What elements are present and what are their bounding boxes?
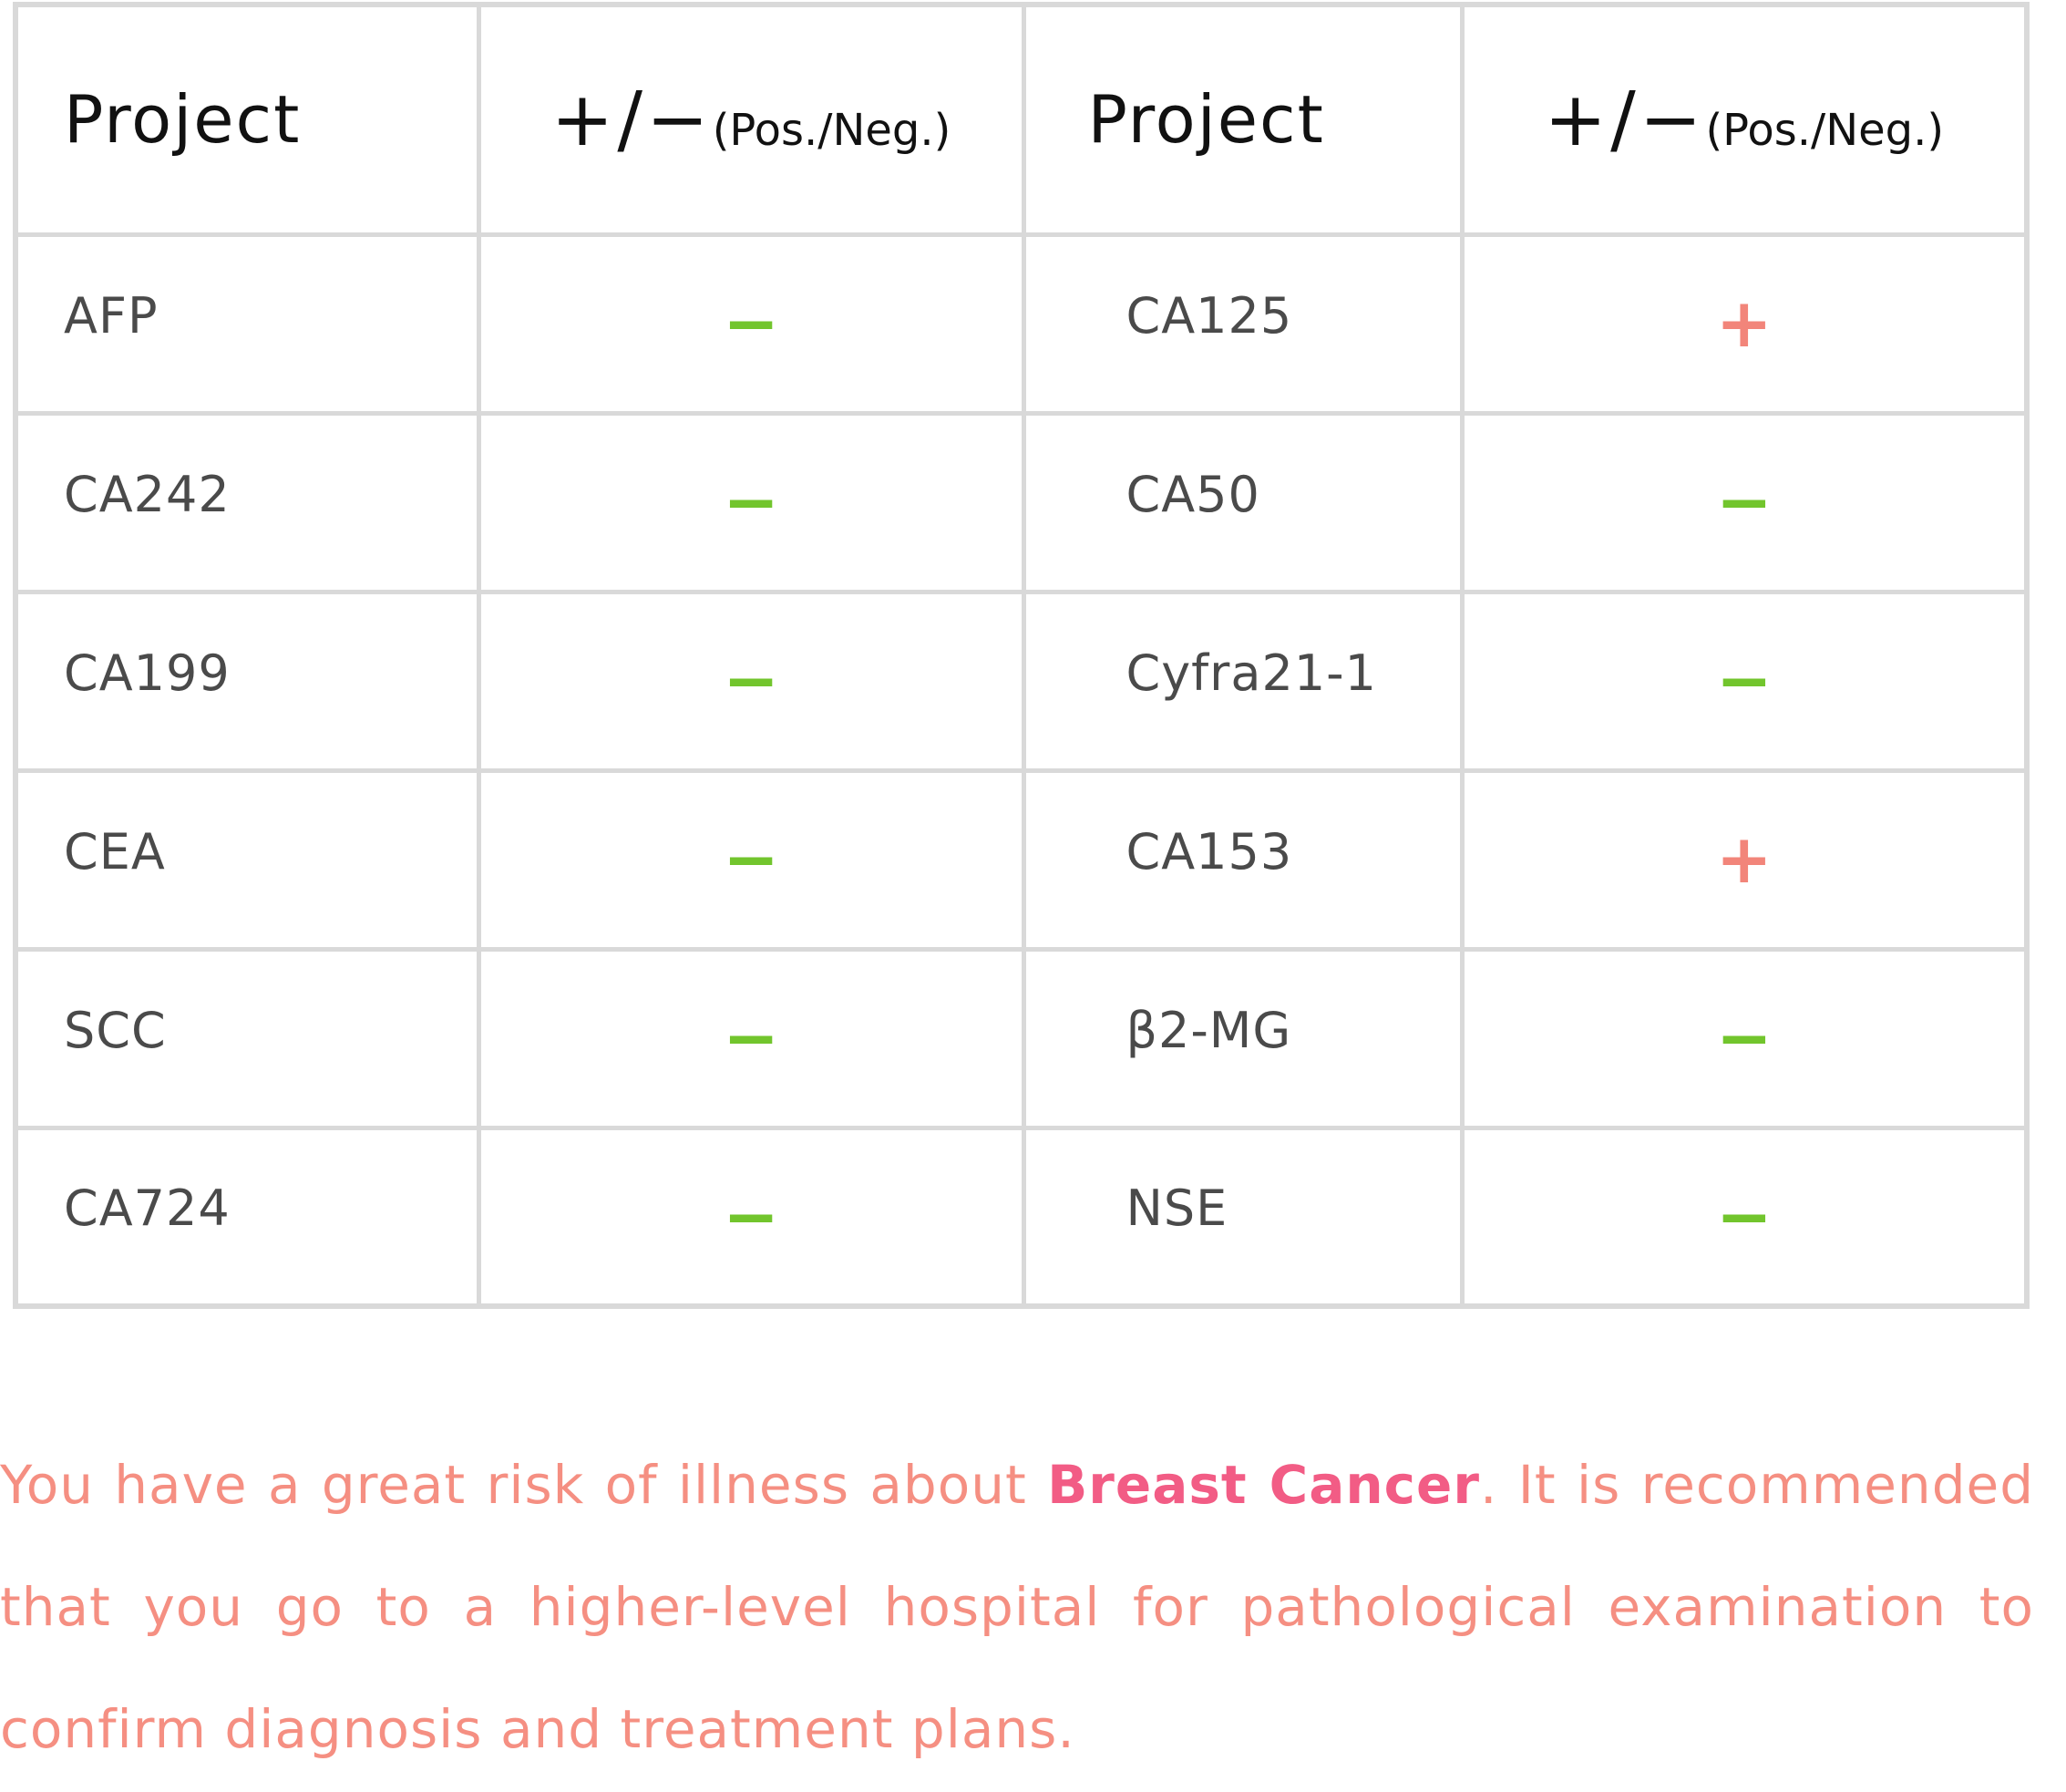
positive-mark: + xyxy=(1715,284,1773,363)
negative-mark: − xyxy=(722,284,779,363)
result-header-left-note: (Pos./Neg.) xyxy=(712,104,951,156)
result-cell-left: − xyxy=(476,232,1026,416)
table-header-row: Project +/−(Pos./Neg.) Project +/−(Pos./… xyxy=(13,2,2030,237)
marker-name-right: CA125 xyxy=(1021,232,1465,416)
table-row: SCC − β2-MG − xyxy=(13,946,2030,1130)
result-cell-left: − xyxy=(476,946,1026,1130)
result-header-right-symbols: +/− xyxy=(1544,76,1706,163)
recommendation-before: You have a great risk of illness about xyxy=(0,1454,1048,1516)
negative-mark: − xyxy=(1715,642,1773,720)
result-header-left: +/−(Pos./Neg.) xyxy=(476,2,1026,237)
marker-name-right: CA153 xyxy=(1021,767,1465,952)
negative-mark: − xyxy=(1715,999,1773,1077)
result-cell-right: − xyxy=(1459,589,2030,773)
marker-name-left: CA199 xyxy=(13,589,481,773)
negative-mark: − xyxy=(722,463,779,541)
marker-name-left: SCC xyxy=(13,946,481,1130)
negative-mark: − xyxy=(722,999,779,1077)
result-cell-left: − xyxy=(476,410,1026,594)
result-cell-right: + xyxy=(1459,232,2030,416)
marker-name-left: CA724 xyxy=(13,1125,481,1309)
result-header-right-note: (Pos./Neg.) xyxy=(1705,104,1945,156)
result-cell-right: − xyxy=(1459,1125,2030,1309)
recommendation-after: . It is recommended that you go to a hig… xyxy=(0,1454,2035,1760)
marker-name-right: β2-MG xyxy=(1021,946,1465,1130)
diagnosis-highlight: Breast Cancer xyxy=(1047,1454,1481,1516)
result-cell-left: − xyxy=(476,1125,1026,1309)
marker-name-right: CA50 xyxy=(1021,410,1465,594)
project-header-left: Project xyxy=(13,2,481,237)
result-header-right: +/−(Pos./Neg.) xyxy=(1459,2,2030,237)
negative-mark: − xyxy=(722,642,779,720)
result-header-left-symbols: +/− xyxy=(550,76,713,163)
negative-mark: − xyxy=(1715,1177,1773,1256)
table-row: CA242 − CA50 − xyxy=(13,410,2030,594)
result-cell-right: − xyxy=(1459,946,2030,1130)
negative-mark: − xyxy=(722,1177,779,1256)
marker-name-right: NSE xyxy=(1021,1125,1465,1309)
table-row: CA199 − Cyfra21-1 − xyxy=(13,589,2030,773)
marker-name-left: CA242 xyxy=(13,410,481,594)
result-cell-right: − xyxy=(1459,410,2030,594)
table-row: CEA − CA153 + xyxy=(13,767,2030,952)
tumor-marker-table: Project +/−(Pos./Neg.) Project +/−(Pos./… xyxy=(13,2,2030,1309)
table-row: AFP − CA125 + xyxy=(13,232,2030,416)
marker-name-right: Cyfra21-1 xyxy=(1021,589,1465,773)
recommendation-text: You have a great risk of illness about B… xyxy=(0,1424,2034,1790)
marker-name-left: CEA xyxy=(13,767,481,952)
table-row: CA724 − NSE − xyxy=(13,1125,2030,1309)
negative-mark: − xyxy=(722,820,779,899)
result-cell-left: − xyxy=(476,767,1026,952)
result-cell-right: + xyxy=(1459,767,2030,952)
negative-mark: − xyxy=(1715,463,1773,541)
result-cell-left: − xyxy=(476,589,1026,773)
marker-name-left: AFP xyxy=(13,232,481,416)
project-header-right: Project xyxy=(1021,2,1465,237)
positive-mark: + xyxy=(1715,820,1773,899)
